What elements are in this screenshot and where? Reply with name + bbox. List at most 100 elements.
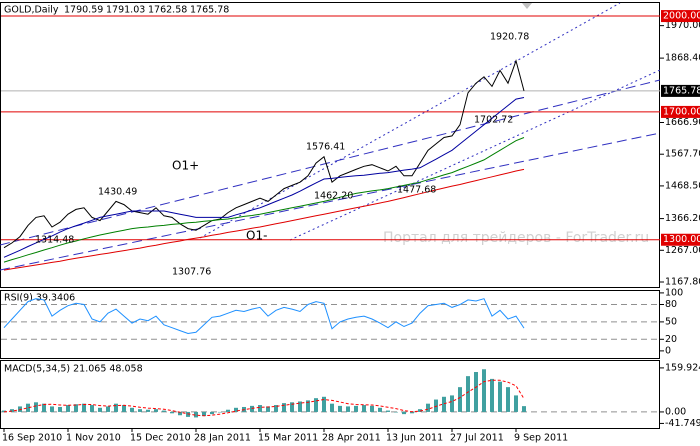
- y-tick-label: 50: [665, 316, 677, 327]
- annotation: 1430.49: [98, 187, 137, 198]
- histogram-bar: [162, 410, 166, 412]
- histogram-bar: [130, 407, 134, 412]
- histogram-bar: [274, 405, 278, 412]
- trend-lines: [0, 2, 661, 271]
- y-tick-label: 1868.40: [665, 53, 700, 64]
- x-tick-label: 27 Jul 2011: [450, 433, 504, 444]
- indicator-line: [3, 137, 525, 263]
- y-tick-label: 100: [665, 287, 683, 298]
- histogram-bar: [74, 404, 78, 412]
- y-tick-label: 0.00: [665, 406, 686, 417]
- channel-upper: [0, 79, 661, 246]
- histogram-bar: [298, 401, 302, 412]
- histogram-bar: [106, 406, 110, 412]
- histogram-bar: [226, 409, 230, 412]
- x-tick-label: 1 Nov 2010: [66, 433, 121, 444]
- price-line: [3, 59, 525, 249]
- histogram-bar: [362, 405, 366, 412]
- histogram-bar: [282, 403, 286, 412]
- histogram-bar: [498, 381, 502, 412]
- shift-marker: [522, 3, 532, 9]
- y-tick-label: 1970.00: [665, 20, 700, 31]
- annotation: 1702.72: [474, 115, 513, 126]
- histogram-bar: [186, 411, 190, 417]
- indicator-line: [3, 168, 525, 271]
- histogram-bar: [154, 409, 158, 412]
- histogram-bar: [18, 406, 22, 412]
- histogram-bar: [178, 411, 182, 416]
- level-marker: [661, 233, 700, 246]
- histogram-bar: [474, 372, 478, 412]
- annotation: O1+: [172, 159, 199, 173]
- annotation: 1462.20: [314, 191, 353, 202]
- last-price-label: 1765.78: [663, 85, 700, 96]
- histogram-bar: [394, 411, 398, 413]
- channel-lower: [0, 132, 661, 271]
- y-tick-label: 0: [665, 345, 671, 356]
- histogram-bar: [266, 406, 270, 412]
- histogram-bar: [442, 396, 446, 412]
- histogram-bar: [378, 407, 382, 412]
- price-frame: [0, 2, 660, 288]
- annotation: 1314.48: [35, 235, 74, 246]
- histogram-bar: [330, 403, 334, 412]
- histogram-bar: [466, 376, 470, 412]
- watermark: Портал для трейдеров - ForTrader.ru: [383, 230, 649, 246]
- histogram-bar: [42, 403, 46, 412]
- histogram-bar: [314, 398, 318, 412]
- x-tick-label: 13 Jun 2011: [386, 433, 443, 444]
- level-marker: [661, 105, 700, 118]
- y-tick-label: 1666.90: [665, 117, 700, 128]
- panel-frames: [0, 2, 660, 429]
- histogram-bar: [402, 411, 406, 415]
- level-label: 1700.00: [663, 106, 700, 117]
- last-price-marker: [661, 84, 700, 97]
- histogram-bar: [10, 409, 14, 412]
- histogram-bar: [138, 409, 142, 412]
- histogram-bar: [122, 405, 126, 412]
- histogram-bar: [434, 399, 438, 412]
- histogram-bar: [114, 403, 118, 412]
- level-marker: [661, 10, 700, 23]
- signal-line: [3, 379, 525, 417]
- y-tick-label: 1167.80: [665, 276, 700, 287]
- histogram-bar: [450, 395, 454, 412]
- open-label: 1790.59: [64, 5, 103, 16]
- histogram-bar: [346, 406, 350, 412]
- histogram-bar: [218, 411, 222, 413]
- x-tick-label: 28 Apr 2011: [322, 433, 381, 444]
- histogram-bar: [234, 407, 238, 412]
- histogram-bar: [202, 411, 206, 417]
- y-tick-label: 20: [665, 334, 677, 345]
- histogram-bar: [322, 396, 326, 412]
- histogram-bar: [410, 411, 414, 414]
- histogram-bar: [522, 406, 526, 412]
- y-tick-label: -41.749: [665, 418, 700, 429]
- histogram-bar: [258, 405, 262, 412]
- x-tick-label: 16 Sep 2010: [2, 433, 62, 444]
- close-label: 1765.78: [190, 5, 229, 16]
- level-label: 1300.00: [663, 234, 700, 245]
- histogram-bar: [354, 405, 358, 412]
- y-tick-label: 1567.70: [665, 149, 700, 160]
- histogram-bar: [170, 411, 174, 414]
- histogram-bar: [194, 411, 198, 418]
- y-tick-label: 1267.00: [665, 245, 700, 256]
- symbol-label: GOLD,Daily: [4, 5, 59, 16]
- indicator-title: MACD(5,34,5) 21.065 48.058: [4, 364, 143, 375]
- histogram-bar: [58, 406, 62, 412]
- fan-line-upper: [199, 2, 621, 239]
- macd-frame: [0, 360, 660, 429]
- indicator-line: [3, 298, 525, 335]
- histogram-bar: [26, 403, 30, 412]
- y-tick-label: 1468.50: [665, 180, 700, 191]
- histogram-bar: [90, 405, 94, 412]
- y-tick-label: 80: [665, 299, 677, 310]
- annotation: 1576.41: [306, 142, 345, 153]
- x-tick-label: 9 Sep 2011: [514, 433, 568, 444]
- histogram-bar: [66, 405, 70, 412]
- histogram-bar: [458, 387, 462, 412]
